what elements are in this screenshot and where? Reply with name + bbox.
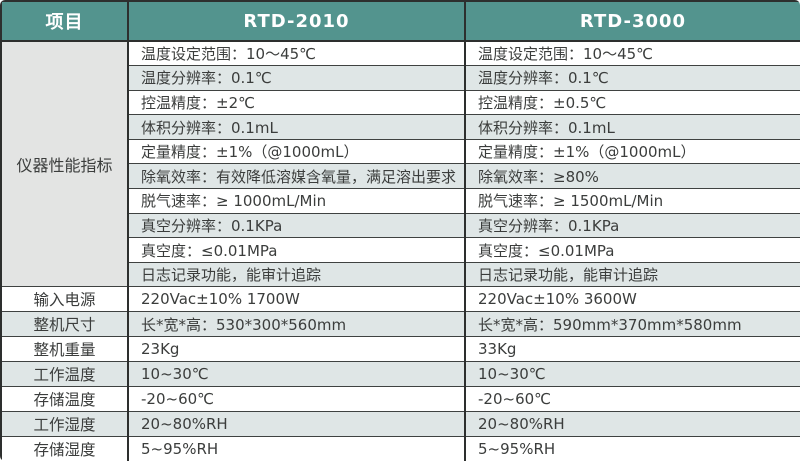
table-row: 工作湿度 20~80%RH 20~80%RH — [0, 411, 800, 437]
table-header-row: 项目 RTD-2010 RTD-3000 — [0, 1, 800, 42]
row-label: 工作湿度 — [0, 411, 128, 437]
spec-value-cell: 10~30℃ — [464, 361, 800, 387]
table-row: 整机重量 23Kg 33Kg — [0, 336, 800, 362]
row-label: 输入电源 — [0, 286, 128, 312]
spec-value-cell: -20~60℃ — [464, 386, 800, 412]
spec-value-cell: 10~30℃ — [127, 361, 465, 387]
spec-value-cell: 220Vac±10% 1700W — [127, 286, 465, 312]
table-row: 输入电源 220Vac±10% 1700W 220Vac±10% 3600W — [0, 286, 800, 312]
table-row: 温度分辨率：0.1℃ 温度分辨率：0.1℃ — [1, 65, 800, 91]
spec-value-cell: 温度设定范围：10～45℃ — [464, 41, 800, 66]
table-row: 真空分辨率：0.1KPa 真空分辨率：0.1KPa — [1, 212, 800, 238]
spec-value-cell: 体积分辨率：0.1mL — [127, 114, 465, 140]
spec-value-cell: 控温精度：±2℃ — [127, 89, 465, 115]
spec-value-cell: 定量精度：±1%（@1000mL） — [127, 138, 465, 164]
table-row: 控温精度：±2℃ 控温精度：±0.5℃ — [1, 89, 800, 115]
table-row: 存储湿度 5~95%RH 5~95%RH — [0, 436, 800, 461]
spec-value-cell: 长*宽*高：530*300*560mm — [127, 311, 465, 337]
row-label: 整机尺寸 — [0, 311, 128, 337]
spec-value-cell: 日志记录功能，能审计追踪 — [127, 261, 465, 287]
header-cell-item: 项目 — [0, 1, 128, 42]
spec-value-cell: 真空分辨率：0.1KPa — [464, 212, 800, 238]
header-cell-model-rtd-2010: RTD-2010 — [127, 1, 465, 42]
spec-value-cell: 除氧效率：有效降低溶媒含氧量，满足溶出要求 — [127, 163, 465, 189]
spec-value-cell: 真空度：≤0.01MPa — [127, 237, 465, 263]
table-row: 日志记录功能，能审计追踪 日志记录功能，能审计追踪 — [1, 261, 800, 287]
spec-value-cell: 23Kg — [127, 336, 465, 362]
row-label: 存储温度 — [0, 386, 128, 412]
spec-value-cell: 温度分辨率：0.1℃ — [464, 65, 800, 91]
row-label: 整机重量 — [0, 336, 128, 362]
table-row: 脱气速率：≥ 1000mL/Min 脱气速率：≥ 1500mL/Min — [1, 188, 800, 214]
row-label: 存储湿度 — [0, 436, 128, 461]
table-row: 体积分辨率：0.1mL 体积分辨率：0.1mL — [1, 114, 800, 140]
spec-value-cell: 温度设定范围：10～45℃ — [127, 41, 465, 66]
row-group-label-performance: 仪器性能指标 — [0, 41, 128, 287]
table-row: 工作温度 10~30℃ 10~30℃ — [0, 361, 800, 387]
table-row: 真空度：≤0.01MPa 真空度：≤0.01MPa — [1, 237, 800, 263]
spec-value-cell: 体积分辨率：0.1mL — [464, 114, 800, 140]
spec-value-cell: 脱气速率：≥ 1000mL/Min — [127, 188, 465, 214]
table-row: 整机尺寸 长*宽*高：530*300*560mm 长*宽*高：590mm*370mm… — [0, 311, 800, 337]
table-body: 仪器性能指标 温度设定范围：10～45℃ 温度设定范围：10～45℃ 温度分辨率：0.… — [0, 41, 800, 461]
spec-value-cell: 20~80%RH — [464, 411, 800, 437]
spec-value-cell: 控温精度：±0.5℃ — [464, 89, 800, 115]
spec-value-cell: 日志记录功能，能审计追踪 — [464, 261, 800, 287]
spec-value-cell: 长*宽*高：590mm*370mm*580mm — [464, 311, 800, 337]
spec-value-cell: 33Kg — [464, 336, 800, 362]
spec-value-cell: 真空度：≤0.01MPa — [464, 237, 800, 263]
spec-value-cell: 除氧效率：≥80% — [464, 163, 800, 189]
spec-value-cell: 5~95%RH — [464, 436, 800, 461]
header-cell-model-rtd-3000: RTD-3000 — [464, 1, 800, 42]
spec-value-cell: 真空分辨率：0.1KPa — [127, 212, 465, 238]
spec-value-cell: 温度分辨率：0.1℃ — [127, 65, 465, 91]
table-row: 定量精度：±1%（@1000mL） 定量精度：±1%（@1000mL） — [1, 138, 800, 164]
spec-value-cell: 5~95%RH — [127, 436, 465, 461]
table-row: 除氧效率：有效降低溶媒含氧量，满足溶出要求 除氧效率：≥80% — [1, 163, 800, 189]
spec-value-cell: 220Vac±10% 3600W — [464, 286, 800, 312]
spec-value-cell: -20~60℃ — [127, 386, 465, 412]
row-label: 工作温度 — [0, 361, 128, 387]
table-row: 存储温度 -20~60℃ -20~60℃ — [0, 386, 800, 412]
table-row: 仪器性能指标 温度设定范围：10～45℃ 温度设定范围：10～45℃ — [0, 41, 800, 287]
spec-value-cell: 脱气速率：≥ 1500mL/Min — [464, 188, 800, 214]
spec-value-cell: 20~80%RH — [127, 411, 465, 437]
spec-value-cell: 定量精度：±1%（@1000mL） — [464, 138, 800, 164]
